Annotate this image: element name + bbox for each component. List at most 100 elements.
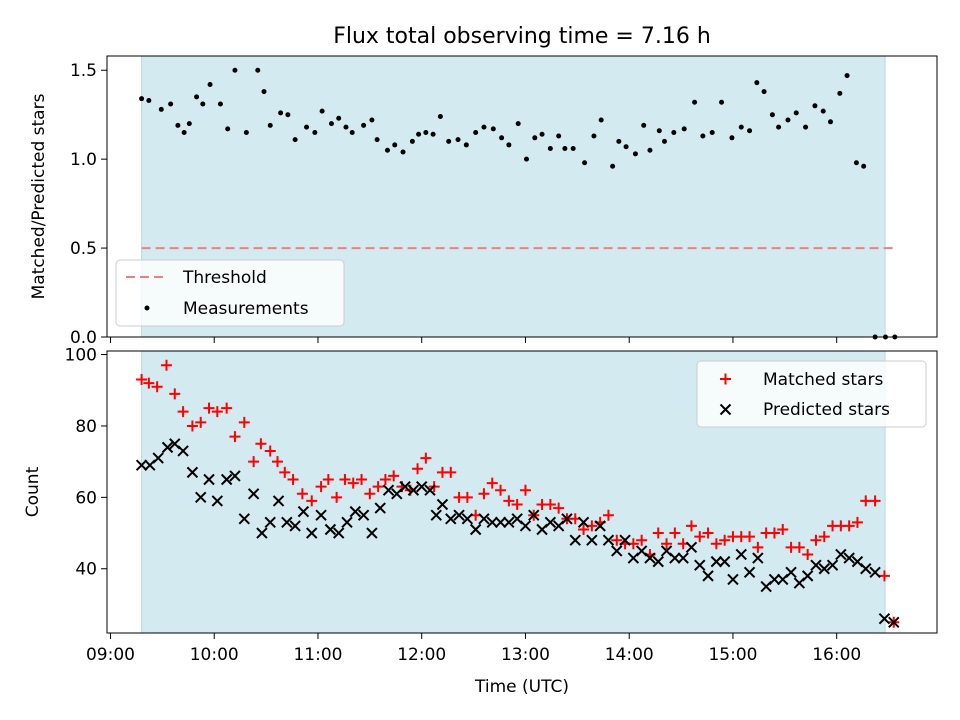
predicted-star-point <box>382 484 395 496</box>
measurement-point <box>217 101 223 107</box>
measurement-point <box>515 121 521 127</box>
predicted-star-point <box>494 516 507 529</box>
matched-star-point <box>694 531 706 543</box>
measurement-point <box>446 138 452 144</box>
legend-matched-swatch <box>720 373 731 385</box>
measurement-point <box>455 137 461 143</box>
measurement-point <box>232 67 238 73</box>
matched-star-point <box>710 538 722 550</box>
predicted-star-point <box>220 473 233 486</box>
predicted-star-point <box>843 552 855 564</box>
predicted-star-point <box>445 513 457 525</box>
measurement-point <box>146 97 152 103</box>
measurement-point <box>384 147 390 153</box>
measurement-point <box>761 89 767 95</box>
chart-title: Flux total observing time = 7.16 h <box>333 24 711 49</box>
matched-star-point <box>478 488 490 500</box>
measurement-point <box>361 122 367 128</box>
predicted-star-point <box>611 545 623 557</box>
matched-star-point <box>339 474 351 486</box>
matched-star-point <box>203 402 215 414</box>
top-y-axis-label: Matched/Predicted stars <box>29 93 49 299</box>
measurement-point <box>473 129 479 135</box>
measurement-point <box>278 110 284 116</box>
top-plot: 0.0 0.5 1.0 1.5 Threshold Measurements <box>70 55 938 348</box>
bottom-y-tick-label: 40 <box>75 560 97 580</box>
matched-star-point <box>420 452 432 464</box>
predicted-star-point <box>436 498 449 511</box>
predicted-star-point <box>453 509 465 521</box>
measurement-point <box>709 129 715 135</box>
predicted-star-point <box>195 491 207 504</box>
measurement-point <box>194 94 200 100</box>
matched-star-point <box>495 484 507 496</box>
measurement-point <box>319 108 325 114</box>
predicted-star-point <box>478 513 490 525</box>
predicted-star-point <box>826 559 839 571</box>
predicted-star-point <box>229 470 241 482</box>
measurement-point <box>785 117 791 123</box>
matched-star-point <box>445 466 457 478</box>
measurement-point <box>423 129 429 135</box>
measurement-point <box>369 117 375 123</box>
legend-predicted-label: Predicted stars <box>763 400 890 420</box>
predicted-star-point <box>519 520 532 532</box>
measurement-point <box>844 73 850 79</box>
top-legend-box <box>115 259 345 327</box>
matched-star-point <box>306 495 318 507</box>
predicted-star-point <box>297 505 310 518</box>
predicted-star-point <box>801 570 814 582</box>
matched-star-point <box>860 495 872 507</box>
matched-star-point <box>151 381 163 393</box>
legend-threshold-label: Threshold <box>182 268 267 288</box>
bottom-plot-frame <box>106 350 938 634</box>
measurement-point <box>671 129 677 135</box>
x-tick-label: 11:00 <box>293 645 342 665</box>
measurement-point <box>225 126 231 132</box>
x-tick-label: 14:00 <box>605 645 654 665</box>
measurement-point <box>207 81 213 87</box>
predicted-star-point <box>238 513 251 525</box>
bottom-legend: Matched stars Predicted stars <box>696 360 927 428</box>
matched-star-point <box>702 527 714 539</box>
matched-star-point <box>238 416 250 428</box>
matched-star-point <box>356 474 368 486</box>
predicted-star-point <box>702 570 714 582</box>
predicted-star-point <box>602 534 615 546</box>
predicted-star-point <box>357 509 370 521</box>
measurement-point <box>158 106 164 112</box>
matched-star-point <box>511 498 523 510</box>
top-y-tick-label: 0.5 <box>70 239 97 259</box>
measurement-point <box>582 160 588 166</box>
bottom-y-tick-label: 60 <box>75 488 97 508</box>
measurement-point <box>616 138 622 144</box>
matched-star-point <box>611 534 623 546</box>
predicted-star-point <box>888 616 900 628</box>
matched-star-point <box>315 481 327 493</box>
matched-star-point <box>669 527 681 539</box>
x-tick-label: 12:00 <box>397 645 446 665</box>
matched-star-point <box>255 438 267 450</box>
measurement-point <box>562 145 568 151</box>
predicted-star-point <box>528 509 540 521</box>
measurement-point <box>747 128 753 134</box>
measurement-point <box>556 133 562 139</box>
measurement-point <box>267 122 273 128</box>
predicted-star-point <box>619 534 631 546</box>
predicted-star-point <box>469 523 482 536</box>
predicted-star-point <box>135 459 148 471</box>
predicted-star-point <box>727 573 739 586</box>
measurement-point <box>853 160 859 166</box>
measurement-point <box>463 142 469 148</box>
measurement-point <box>598 117 604 123</box>
measurement-point <box>591 133 597 139</box>
measurement-point <box>803 124 809 130</box>
matched-star-point <box>136 374 148 386</box>
measurement-point <box>641 122 647 128</box>
matched-star-point <box>177 406 189 418</box>
matched-star-point <box>810 534 822 546</box>
measurement-point <box>719 99 725 105</box>
matched-star-point <box>661 538 673 550</box>
predicted-star-point <box>461 513 474 525</box>
predicted-star-point <box>324 523 337 536</box>
